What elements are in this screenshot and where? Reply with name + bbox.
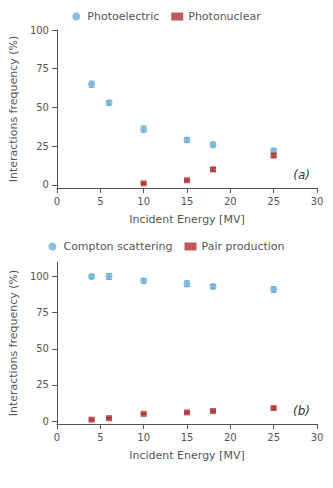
- svg-text:25: 25: [267, 196, 280, 207]
- svg-text:30: 30: [311, 432, 324, 443]
- svg-text:Interactions frequency (%): Interactions frequency (%): [7, 270, 20, 417]
- svg-text:Photoelectric: Photoelectric: [87, 10, 159, 23]
- svg-text:50: 50: [36, 343, 49, 354]
- svg-text:25: 25: [267, 432, 280, 443]
- svg-text:(b): (b): [293, 404, 310, 418]
- svg-text:30: 30: [311, 196, 324, 207]
- svg-text:Compton scattering: Compton scattering: [63, 240, 172, 253]
- svg-text:15: 15: [181, 432, 194, 443]
- svg-text:50: 50: [36, 102, 49, 113]
- svg-text:75: 75: [36, 63, 49, 74]
- svg-text:25: 25: [36, 379, 49, 390]
- svg-text:20: 20: [224, 432, 237, 443]
- svg-text:Pair production: Pair production: [202, 240, 285, 253]
- svg-text:10: 10: [137, 196, 150, 207]
- svg-text:Photonuclear: Photonuclear: [188, 10, 261, 23]
- svg-text:20: 20: [224, 196, 237, 207]
- svg-text:0: 0: [43, 179, 49, 190]
- svg-text:5: 5: [97, 432, 103, 443]
- svg-text:Incident Energy [MV]: Incident Energy [MV]: [129, 213, 244, 226]
- svg-text:10: 10: [137, 432, 150, 443]
- svg-text:0: 0: [54, 196, 60, 207]
- svg-text:Interactions frequency (%): Interactions frequency (%): [7, 36, 20, 183]
- svg-text:5: 5: [97, 196, 103, 207]
- svg-text:0: 0: [54, 432, 60, 443]
- svg-text:(a): (a): [293, 168, 310, 182]
- svg-text:15: 15: [181, 196, 194, 207]
- svg-text:100: 100: [30, 25, 49, 36]
- svg-text:25: 25: [36, 141, 49, 152]
- svg-text:100: 100: [30, 271, 49, 282]
- svg-text:Incident Energy [MV]: Incident Energy [MV]: [129, 449, 244, 462]
- svg-text:75: 75: [36, 307, 49, 318]
- svg-text:0: 0: [43, 416, 49, 427]
